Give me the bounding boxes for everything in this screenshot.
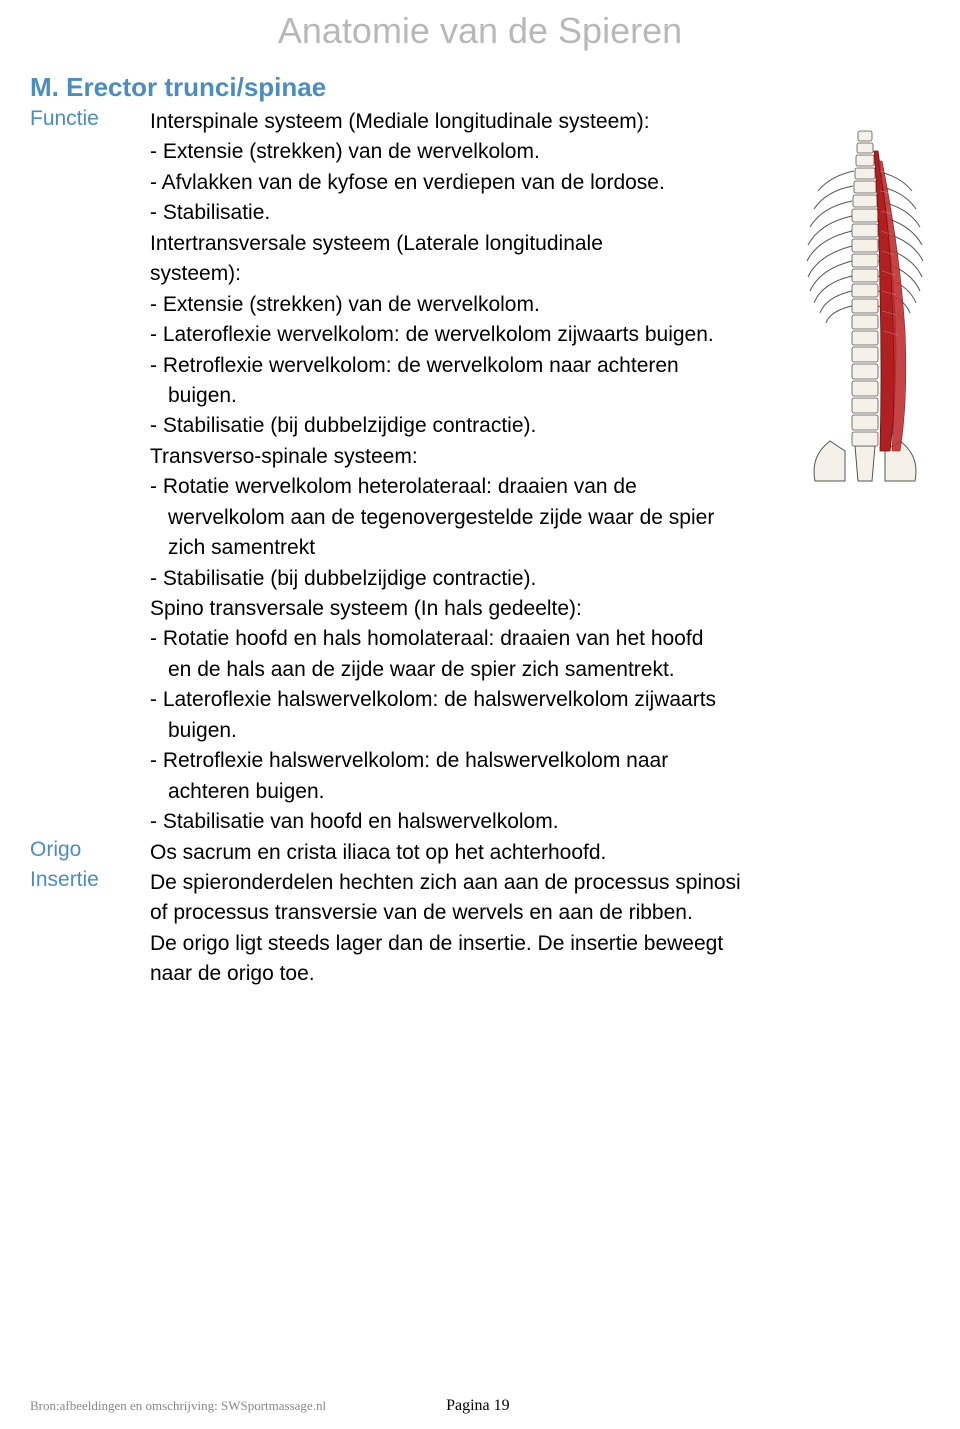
sys1-line3: - Stabilisatie. (150, 198, 792, 228)
footer-source: Bron:afbeeldingen en omschrijving: SWSpo… (30, 1398, 326, 1414)
sys4-line3b: achteren buigen. (150, 777, 930, 807)
spine-illustration (800, 111, 930, 506)
insertie-line3: De origo ligt steeds lager dan de insert… (150, 929, 930, 959)
insertie-line2: of processus transversie van de wervels … (150, 898, 930, 928)
footer: Bron:afbeeldingen en omschrijving: SWSpo… (0, 1397, 960, 1415)
sys2-line3a: - Retroflexie wervelkolom: de wervelkolo… (150, 351, 792, 381)
sys2-title1: Intertransversale systeem (Laterale long… (150, 229, 792, 259)
sys4-line2b: buigen. (150, 716, 930, 746)
footer-page: Pagina 19 (446, 1397, 510, 1415)
sys3-title: Transverso-spinale systeem: (150, 442, 792, 472)
insertie-line1: De spieronderdelen hechten zich aan aan … (150, 868, 930, 898)
sys3-line1c: zich samentrekt (150, 533, 792, 563)
sys4-line4: - Stabilisatie van hoofd en halswervelko… (150, 807, 930, 837)
label-origo: Origo (30, 838, 150, 862)
sys2-line4: - Stabilisatie (bij dubbelzijdige contra… (150, 411, 792, 441)
sys4-line2a: - Lateroflexie halswervelkolom: de halsw… (150, 685, 930, 715)
section-heading: M. Erector trunci/spinae (30, 72, 930, 103)
label-functie: Functie (30, 107, 150, 131)
functie-text: Interspinale systeem (Mediale longitudin… (150, 107, 792, 564)
sys1-line1: - Extensie (strekken) van de wervelkolom… (150, 137, 792, 167)
sys4-line1a: - Rotatie hoofd en hals homolateraal: dr… (150, 624, 930, 654)
page-title: Anatomie van de Spieren (0, 0, 960, 52)
sys4-title: Spino transversale systeem (In hals gede… (150, 594, 930, 624)
sys3-line1b: wervelkolom aan de tegenovergestelde zij… (150, 503, 792, 533)
sys2-line1: - Extensie (strekken) van de wervelkolom… (150, 290, 792, 320)
sys2-title2: systeem): (150, 259, 792, 289)
origo-text: Os sacrum en crista iliaca tot op het ac… (150, 838, 930, 868)
functie-text-cont: - Stabilisatie (bij dubbelzijdige contra… (150, 564, 930, 838)
sys4-line1b: en de hals aan de zijde waar de spier zi… (150, 655, 930, 685)
sys3-line1a: - Rotatie wervelkolom heterolateraal: dr… (150, 472, 792, 502)
sys4-line3a: - Retroflexie halswervelkolom: de halswe… (150, 746, 930, 776)
row-origo: Origo Os sacrum en crista iliaca tot op … (30, 838, 930, 868)
row-insertie: Insertie De spieronderdelen hechten zich… (30, 868, 930, 990)
insertie-text: De spieronderdelen hechten zich aan aan … (150, 868, 930, 990)
sys1-line2: - Afvlakken van de kyfose en verdiepen v… (150, 168, 792, 198)
sys3-line2: - Stabilisatie (bij dubbelzijdige contra… (150, 564, 930, 594)
insertie-line4: naar de origo toe. (150, 959, 930, 989)
row-functie: Functie Interspinale systeem (Mediale lo… (30, 107, 792, 564)
row-functie-cont: - Stabilisatie (bij dubbelzijdige contra… (30, 564, 930, 838)
sys2-line2: - Lateroflexie wervelkolom: de wervelkol… (150, 320, 792, 350)
label-insertie: Insertie (30, 868, 150, 892)
content-region: M. Erector trunci/spinae Functie Intersp… (0, 72, 960, 990)
sys1-title: Interspinale systeem (Mediale longitudin… (150, 107, 792, 137)
functie-block: Functie Interspinale systeem (Mediale lo… (30, 107, 792, 564)
top-region: Functie Interspinale systeem (Mediale lo… (30, 107, 930, 564)
sys2-line3b: buigen. (150, 381, 792, 411)
